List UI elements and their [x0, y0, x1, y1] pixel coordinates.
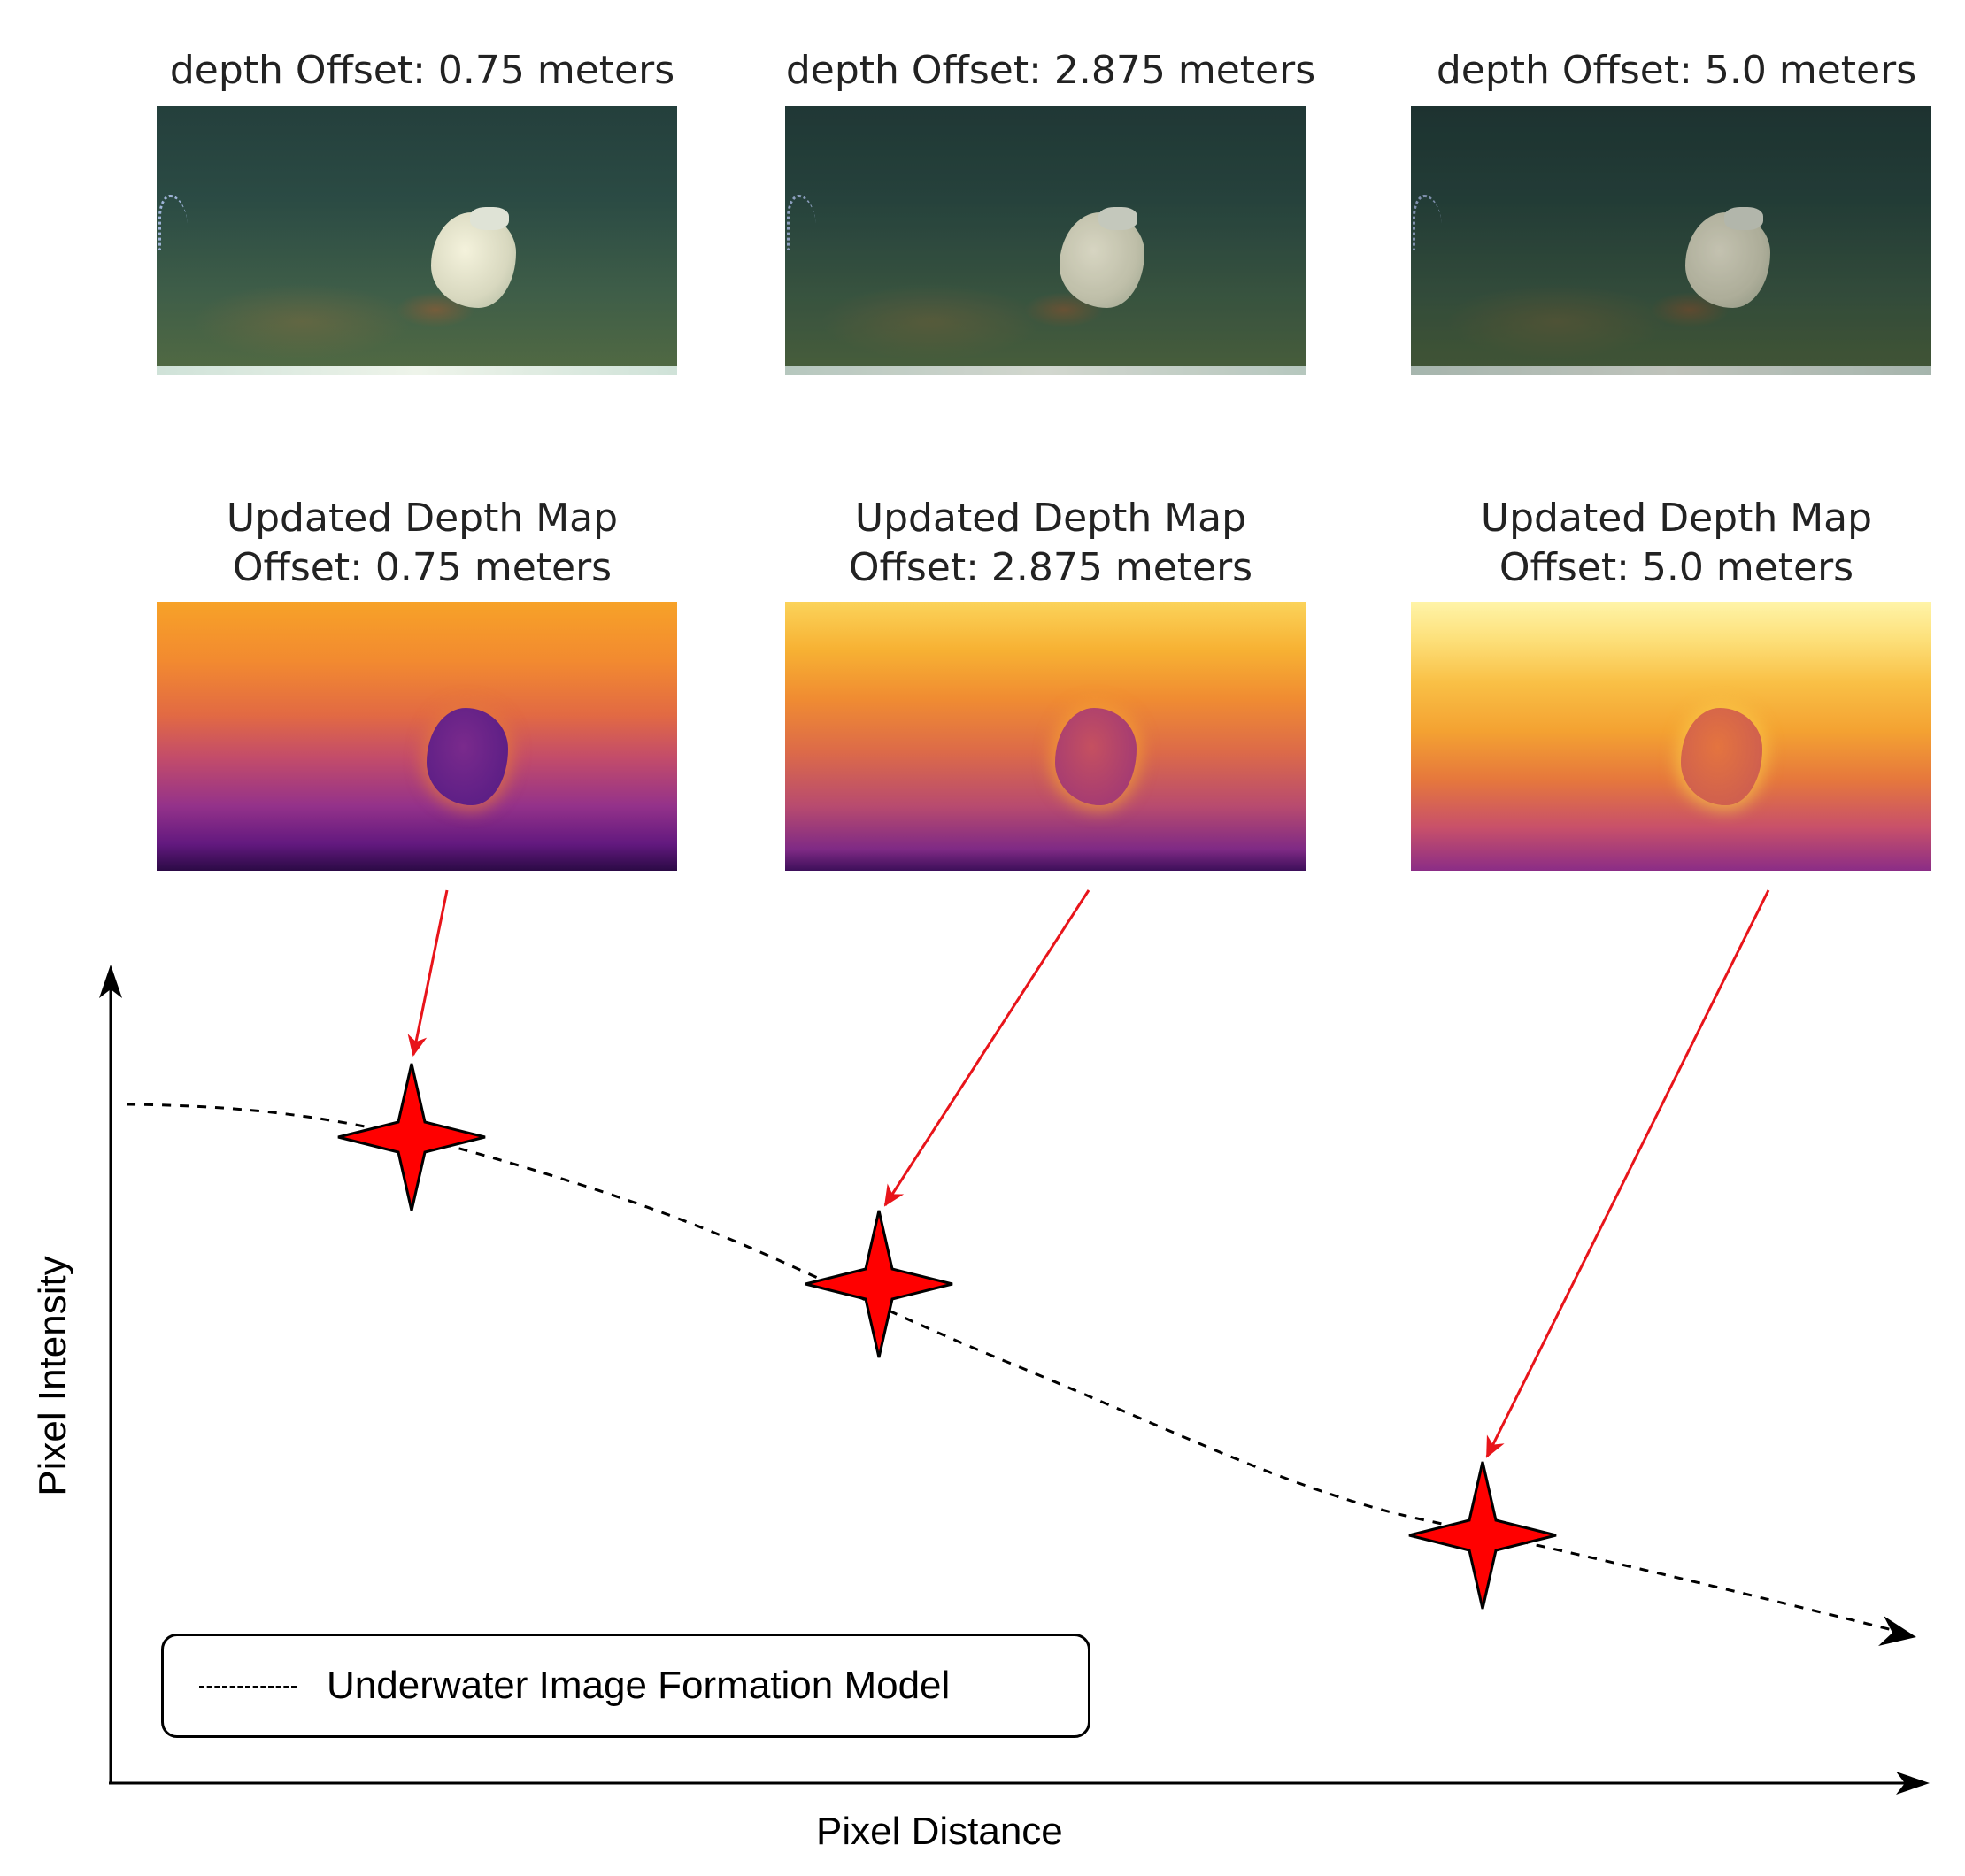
legend: Underwater Image Formation Model	[161, 1634, 1090, 1738]
x-axis-label: Pixel Distance	[816, 1810, 1063, 1853]
curve-arrowhead	[1878, 1616, 1916, 1646]
star-marker-2	[805, 1210, 953, 1358]
coral	[1413, 195, 1442, 250]
arrow-1	[407, 889, 449, 1057]
depth-map-3	[1411, 602, 1931, 871]
y-axis-label: Pixel Intensity	[31, 1256, 74, 1496]
coral	[787, 195, 816, 250]
arrow-2	[883, 889, 1090, 1207]
depth-map-title-3: Updated Depth Map Offset: 5.0 meters	[1480, 496, 1873, 590]
underwater-photo-1	[157, 106, 677, 375]
star-marker-1	[337, 1063, 486, 1211]
rock	[1685, 207, 1770, 308]
photo-title-2: depth Offset: 2.875 meters	[785, 48, 1316, 93]
model-curve	[126, 1103, 1904, 1634]
bottom-strip	[157, 366, 677, 375]
rock	[431, 207, 516, 308]
arrow-3	[1485, 889, 1770, 1458]
depth-map-title-2: Updated Depth Map Offset: 2.875 meters	[848, 496, 1253, 590]
photo-title-3: depth Offset: 5.0 meters	[1436, 48, 1917, 93]
photo-title-1: depth Offset: 0.75 meters	[169, 48, 675, 93]
depth-map-2	[785, 602, 1306, 871]
legend-label: Underwater Image Formation Model	[327, 1664, 951, 1707]
object-silhouette	[1681, 708, 1762, 805]
object-silhouette	[427, 708, 508, 805]
underwater-photo-2	[785, 106, 1306, 375]
underwater-photo-3	[1411, 106, 1931, 375]
bottom-strip	[1411, 366, 1931, 375]
legend-dash-line	[199, 1686, 297, 1688]
rock	[1060, 207, 1144, 308]
object-silhouette	[1055, 708, 1137, 805]
x-axis-arrowhead	[1896, 1772, 1930, 1795]
y-axis-arrowhead	[99, 965, 122, 998]
coral	[158, 195, 188, 250]
bottom-strip	[785, 366, 1306, 375]
depth-map-1	[157, 602, 677, 871]
depth-map-title-1: Updated Depth Map Offset: 0.75 meters	[226, 496, 619, 590]
star-marker-3	[1408, 1461, 1557, 1610]
